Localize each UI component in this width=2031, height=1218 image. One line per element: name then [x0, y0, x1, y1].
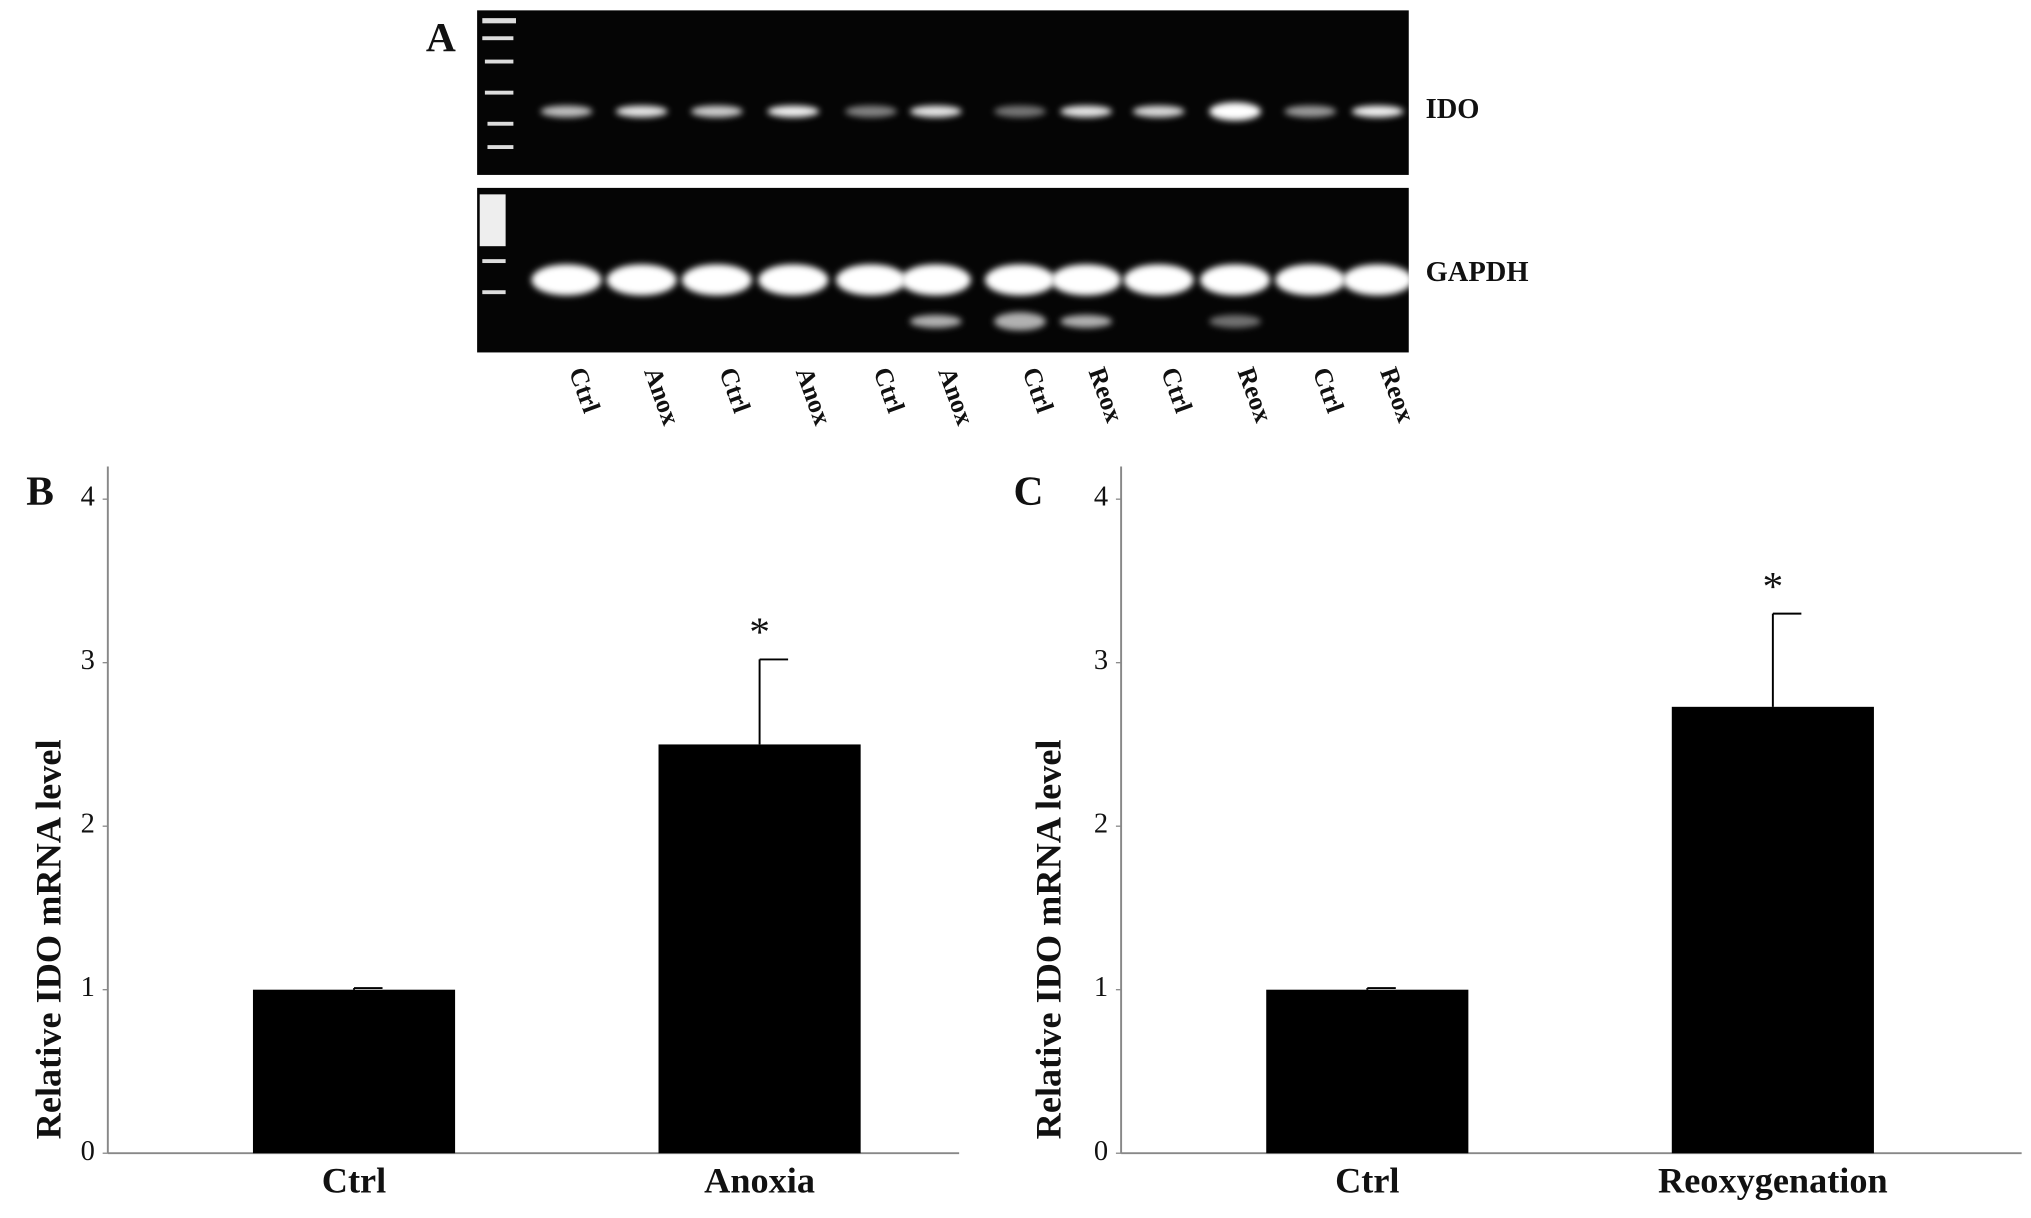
band-ido: [994, 105, 1046, 118]
band-gapdh: [1275, 264, 1346, 296]
band-gapdh: [1200, 264, 1271, 296]
band-extra: [1209, 314, 1262, 328]
band-gapdh: [758, 264, 829, 296]
band-gapdh: [681, 264, 752, 296]
band-gapdh: [985, 264, 1056, 296]
band-gapdh: [606, 264, 677, 296]
band-extra: [909, 314, 962, 328]
panel-label: B: [26, 467, 54, 513]
row-label: IDO: [1426, 94, 1480, 125]
band-ido: [767, 105, 820, 118]
lane-label: Ctrl: [868, 363, 911, 416]
gel-ido: [477, 10, 1409, 175]
band-gapdh: [836, 264, 907, 296]
bar: [658, 744, 861, 1154]
error-bar: [1366, 987, 1396, 990]
band-ido: [615, 105, 668, 118]
panel-label: C: [1014, 467, 1044, 513]
y-axis-title: Relative IDO mRNA level: [28, 739, 68, 1139]
y-tick-label: 1: [81, 972, 95, 1003]
lane-label: Reox: [1083, 363, 1129, 426]
bar: [252, 989, 456, 1154]
lane-label: Ctrl: [713, 363, 756, 416]
band-gapdh: [900, 264, 971, 296]
bar: [1671, 706, 1874, 1154]
band-gapdh: [1051, 264, 1122, 296]
lane-label: Anox: [790, 363, 837, 428]
y-tick-label: 3: [81, 645, 95, 676]
band-gapdh: [1123, 264, 1194, 296]
lane-label: Ctrl: [563, 363, 606, 416]
x-tick-label: Ctrl: [322, 1161, 386, 1201]
error-bar: [758, 658, 789, 745]
band-extra: [994, 312, 1046, 331]
x-tick-label: Ctrl: [1335, 1161, 1399, 1201]
band-gapdh: [531, 264, 602, 296]
x-tick-label: Anoxia: [704, 1161, 815, 1201]
band-extra: [1060, 314, 1113, 328]
ladder: [479, 18, 516, 295]
lane-label: Ctrl: [1307, 363, 1350, 416]
y-tick-label: 0: [1094, 1136, 1108, 1167]
y-tick-label: 0: [81, 1136, 95, 1167]
significance-marker: *: [749, 609, 770, 655]
lane-label: Reox: [1374, 363, 1420, 426]
y-axis-title: Relative IDO mRNA level: [1029, 739, 1069, 1139]
lane-label: Anox: [638, 363, 685, 428]
band-ido: [909, 105, 962, 118]
band-ido: [540, 105, 593, 118]
lane-label: Ctrl: [1017, 363, 1060, 416]
lane-label: Reox: [1232, 363, 1278, 426]
y-tick-label: 4: [1094, 482, 1108, 513]
y-tick-label: 1: [1094, 972, 1108, 1003]
band-ido: [1209, 102, 1262, 121]
error-bar: [353, 987, 383, 990]
band-gapdh: [1342, 264, 1413, 296]
band-ido: [690, 105, 743, 118]
bar: [1266, 989, 1469, 1154]
band-ido: [1284, 105, 1337, 118]
band-ido: [845, 105, 897, 118]
band-ido: [1132, 105, 1185, 118]
row-label: GAPDH: [1426, 257, 1529, 288]
y-tick-label: 2: [81, 809, 95, 840]
y-tick-label: 3: [1094, 645, 1108, 676]
lane-label: Ctrl: [1155, 363, 1198, 416]
y-tick-label: 2: [1094, 809, 1108, 840]
significance-marker: *: [1762, 563, 1783, 609]
error-bar: [1771, 612, 1802, 707]
band-ido: [1351, 105, 1404, 118]
x-tick-label: Reoxygenation: [1658, 1161, 1888, 1201]
y-tick-label: 4: [81, 482, 95, 513]
lane-label: Anox: [932, 363, 979, 428]
panel-label: A: [426, 14, 456, 60]
band-ido: [1060, 105, 1113, 118]
